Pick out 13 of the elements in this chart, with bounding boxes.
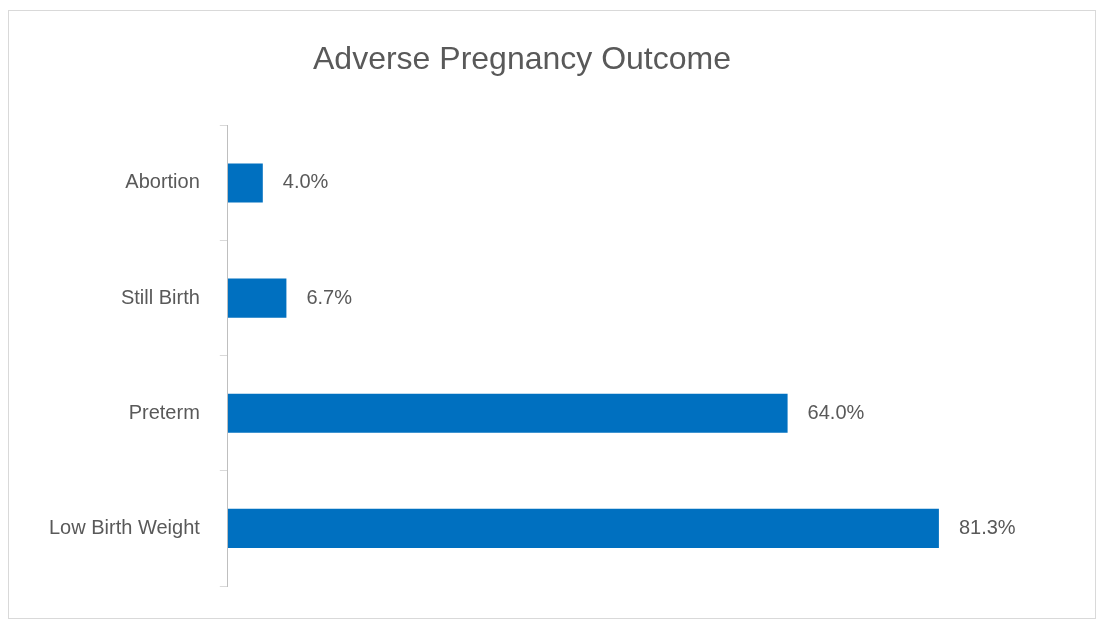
y-tick-label: Preterm: [128, 400, 200, 423]
bar: [227, 278, 287, 318]
y-tick-label: Still Birth: [120, 285, 200, 308]
y-tick-label: Low Birth Weight: [49, 515, 201, 538]
chart-title: Adverse Pregnancy Outcome: [313, 40, 731, 77]
data-label: 4.0%: [282, 170, 329, 193]
data-label: 81.3%: [958, 515, 1016, 538]
bar: [227, 393, 788, 433]
data-label: 64.0%: [807, 400, 865, 423]
y-tick-label: Abortion: [125, 170, 200, 193]
bar: [227, 163, 263, 203]
data-label: 6.7%: [306, 285, 353, 308]
bar: [227, 508, 939, 548]
